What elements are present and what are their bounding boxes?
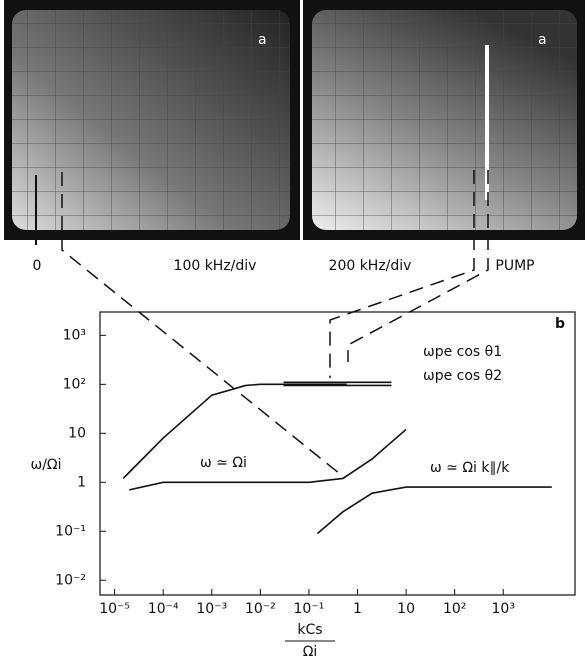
curve [122, 383, 347, 479]
panel-label: b [555, 316, 565, 332]
caption: 200 kHz/div [329, 258, 412, 274]
photo-grid [12, 10, 290, 230]
photo-grid [312, 10, 577, 230]
y-tick-label: 10⁻¹ [55, 523, 86, 539]
x-tick-label: 10⁻¹ [294, 601, 325, 617]
y-tick-label: 10⁻² [55, 572, 86, 588]
x-tick-label: 1 [353, 601, 362, 617]
x-tick-label: 10 [397, 601, 415, 617]
x-tick-label: 10³ [492, 601, 515, 617]
photo-label: a [258, 32, 267, 48]
x-axis-label: kCs [297, 622, 322, 638]
x-tick-label: 10⁻³ [196, 601, 227, 617]
x-tick-label: 10⁻⁵ [99, 601, 130, 617]
caption: 100 kHz/div [174, 258, 257, 274]
caption: 0 [33, 258, 42, 274]
y-tick-label: 10³ [63, 327, 86, 343]
annotation: ω ≃ Ωi [200, 455, 247, 471]
y-tick-label: 10 [68, 425, 86, 441]
connectors [61, 170, 489, 479]
x-tick-label: 10⁻² [245, 601, 276, 617]
x-tick-label: 10⁻⁴ [148, 601, 179, 617]
y-tick-label: 1 [77, 474, 86, 490]
caption: PUMP [495, 258, 534, 274]
curve [129, 428, 407, 491]
x-axis-label: Ωi [303, 644, 318, 658]
plot-frame [99, 311, 576, 596]
annotation: ωpe cos θ2 [423, 368, 502, 384]
annotation: ω ≃ Ωi k∥/k [430, 460, 510, 476]
photo-label: a [538, 32, 547, 48]
y-axis-label: ω/Ωi [30, 457, 61, 473]
x-tick-label: 10² [443, 601, 466, 617]
curve [316, 486, 552, 535]
annotation: ωpe cos θ1 [423, 344, 502, 360]
y-tick-label: 10² [63, 376, 86, 392]
